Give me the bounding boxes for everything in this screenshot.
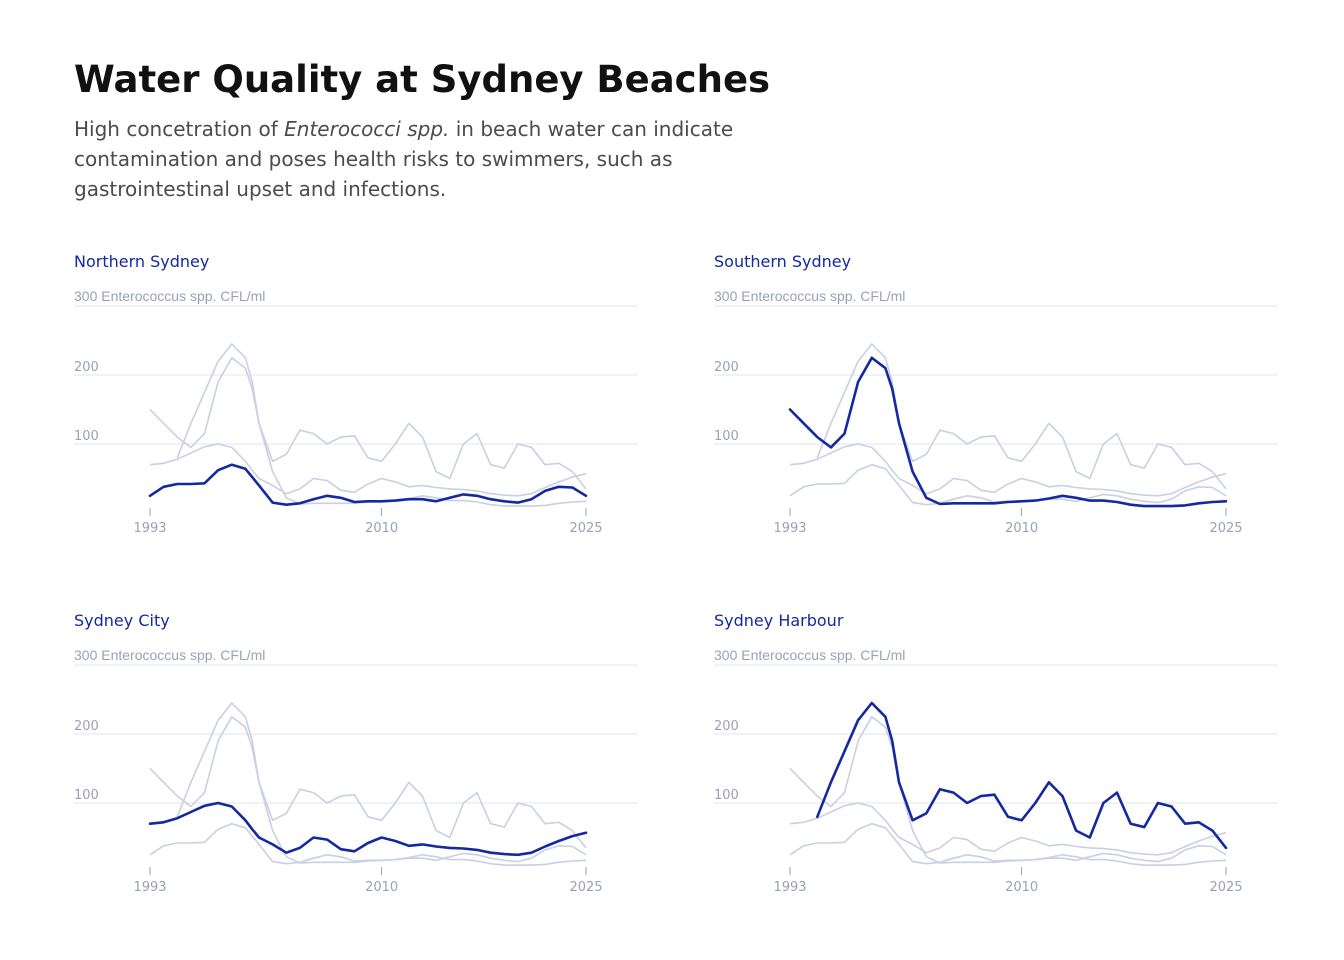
context-line-northern-sydney (789, 822, 1227, 865)
context-line-sydney-city (789, 802, 1227, 856)
y-tick-label-100: 100 (74, 429, 99, 444)
x-tick-label-2025: 2025 (1209, 521, 1242, 536)
context-line-sydney-harbour (176, 343, 587, 490)
panel-title: Sydney City (74, 611, 170, 630)
x-tick-label-1993: 1993 (773, 521, 806, 536)
panel-title: Southern Sydney (714, 252, 851, 271)
x-tick-label-1993: 1993 (133, 521, 166, 536)
highlight-line-northern-sydney (148, 463, 588, 506)
highlight-line-southern-sydney (788, 356, 1228, 508)
page-subtitle: High concetration of Enterococci spp. in… (74, 114, 734, 204)
panel-sydney-harbour: Sydney Harbour 300 Enterococcus spp. CFL/… (714, 611, 1278, 895)
page-title: Water Quality at Sydney Beaches (74, 58, 771, 101)
panel-sydney-city: Sydney City 300 Enterococcus spp. CFL/ml 1… (74, 611, 638, 895)
x-tick-label-2010: 2010 (1005, 880, 1038, 895)
y-tick-label-100: 100 (74, 788, 99, 803)
y-unit-label: 300 Enterococcus spp. CFL/ml (714, 647, 905, 663)
x-tick-label-1993: 1993 (773, 880, 806, 895)
context-line-sydney-harbour (816, 343, 1227, 490)
x-tick-label-2025: 2025 (1209, 880, 1242, 895)
y-tick-label-200: 200 (74, 360, 99, 375)
x-tick-label-2010: 2010 (365, 521, 398, 536)
x-tick-label-2025: 2025 (569, 521, 602, 536)
highlight-line-sydney-city (148, 801, 588, 857)
highlight-line-sydney-harbour (816, 701, 1228, 850)
panel-southern-sydney: Southern Sydney 300 Enterococcus spp. CFL… (714, 252, 1278, 536)
subtitle-text-start: High concetration of (74, 117, 285, 141)
panel-title: Sydney Harbour (714, 611, 844, 630)
y-tick-label-100: 100 (714, 429, 739, 444)
subtitle-italic-species: Enterococci spp. (284, 117, 450, 141)
y-unit-label: 300 Enterococcus spp. CFL/ml (74, 288, 265, 304)
x-tick-label-2025: 2025 (569, 880, 602, 895)
subtitle-text-end: in beach water can indicate contaminatio… (74, 117, 734, 201)
context-line-sydney-city (149, 443, 587, 497)
y-unit-label: 300 Enterococcus spp. CFL/ml (74, 647, 265, 663)
y-tick-label-100: 100 (714, 788, 739, 803)
context-line-northern-sydney (149, 822, 587, 865)
x-tick-label-1993: 1993 (133, 880, 166, 895)
context-line-sydney-city (789, 443, 1227, 497)
x-tick-label-2010: 2010 (365, 880, 398, 895)
context-line-sydney-harbour (176, 702, 587, 849)
y-tick-label-200: 200 (74, 719, 99, 734)
y-unit-label: 300 Enterococcus spp. CFL/ml (714, 288, 905, 304)
panel-northern-sydney: Northern Sydney 300 Enterococcus spp. CFL… (74, 252, 638, 536)
context-line-southern-sydney (149, 716, 587, 866)
context-line-southern-sydney (789, 716, 1227, 866)
x-tick-label-2010: 2010 (1005, 521, 1038, 536)
y-tick-label-200: 200 (714, 719, 739, 734)
panel-title: Northern Sydney (74, 252, 209, 271)
y-tick-label-200: 200 (714, 360, 739, 375)
